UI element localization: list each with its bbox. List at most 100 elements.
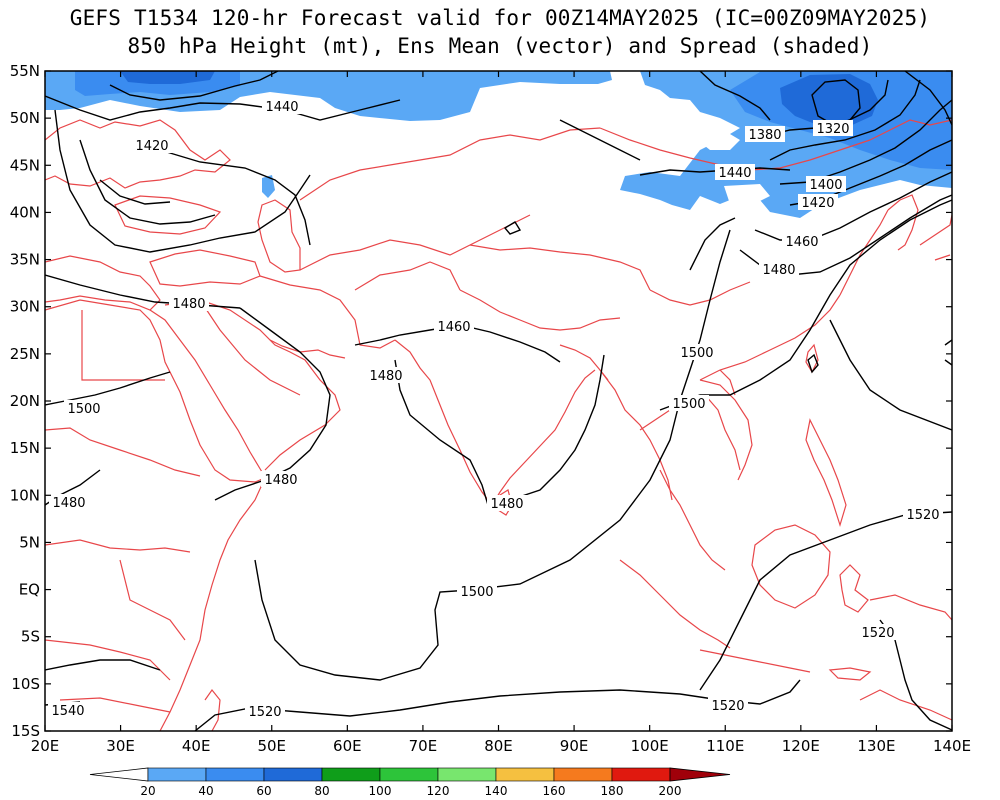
contour-label: 1480 xyxy=(490,497,523,512)
colorbar-label: 60 xyxy=(256,784,271,798)
colorbar-swatch xyxy=(495,767,555,782)
contour-label: 1500 xyxy=(672,397,705,412)
contour-label: 1520 xyxy=(861,626,894,641)
contour-labels: 1440 1420 1480 1460 1480 1500 1480 1480 … xyxy=(48,98,943,720)
contour-label: 1320 xyxy=(816,122,849,137)
coast-red-sea xyxy=(149,309,263,473)
colorbar-label: 80 xyxy=(314,784,329,798)
coast-caspian xyxy=(257,199,301,273)
border-afghan xyxy=(354,261,461,291)
lon-tick-label: 90E xyxy=(560,737,589,755)
contour-label: 1480 xyxy=(52,496,85,511)
lat-tick-label: 15N xyxy=(10,439,40,457)
coast-japan xyxy=(919,214,952,261)
coast-philippines xyxy=(805,418,847,528)
border-africa-4 xyxy=(119,559,186,641)
lat-tick-label: 40N xyxy=(10,203,40,221)
colorbar-label: 100 xyxy=(369,784,392,798)
coast-malay xyxy=(659,469,726,571)
contour-1480-india xyxy=(394,359,489,506)
colorbar-label: 200 xyxy=(659,784,682,798)
lat-tick-label: 10N xyxy=(10,486,40,504)
contour-label: 1440 xyxy=(718,166,751,181)
coast-black-sea xyxy=(114,195,222,235)
border-africa-5 xyxy=(45,639,171,681)
border-himalaya xyxy=(459,289,621,331)
coast-turkey xyxy=(149,249,261,287)
contour-label: 1480 xyxy=(762,263,795,278)
lat-tick-label: 20N xyxy=(10,392,40,410)
border-central-asia xyxy=(299,214,531,271)
colorbar-swatch xyxy=(553,767,613,782)
contour-label: 1400 xyxy=(809,178,842,193)
contour-1460-north xyxy=(159,149,311,246)
contour-1420-nw xyxy=(109,71,279,101)
coast-arabia xyxy=(164,299,341,471)
border-africa-3 xyxy=(45,539,191,553)
lat-tick-label: 55N xyxy=(10,62,40,80)
contour-label: 1480 xyxy=(369,369,402,384)
lon-tick-label: 120E xyxy=(782,737,820,755)
colorbar-swatch xyxy=(321,767,381,782)
lon-tick-label: 50E xyxy=(257,737,286,755)
spread-shade-northwest-core2 xyxy=(120,71,215,84)
colorbar-max-arrow xyxy=(669,767,731,782)
border-russia-east xyxy=(869,119,952,141)
contour-1500-west xyxy=(45,371,171,406)
lon-tick-label: 130E xyxy=(857,737,895,755)
coast-mediterranean xyxy=(45,255,161,311)
lon-tick-label: 100E xyxy=(631,737,669,755)
lat-tick-label: 10S xyxy=(11,675,40,693)
lat-tick-label: 5N xyxy=(19,533,40,551)
lon-tick-label: 30E xyxy=(106,737,135,755)
contour-label: 1520 xyxy=(711,699,744,714)
colorbar-label: 160 xyxy=(543,784,566,798)
contour-1440 xyxy=(45,95,401,121)
coast-sulawesi xyxy=(839,564,869,613)
lat-tick-label: 45N xyxy=(10,156,40,174)
coast-vietnam xyxy=(699,379,753,481)
coast-africa xyxy=(45,299,267,731)
contour-label: 1520 xyxy=(248,705,281,720)
colorbar-swatch xyxy=(147,767,207,782)
lon-tick-label: 140E xyxy=(933,737,971,755)
contour-label: 1500 xyxy=(67,402,100,417)
coast-timor xyxy=(828,667,872,681)
latitude-axis: 55N 50N 45N 40N 35N 30N 25N 20N 15N 10N 5N EQ 5S 10S 1… xyxy=(10,62,952,740)
coast-persian-gulf xyxy=(269,339,346,359)
border-kazakh xyxy=(299,127,601,201)
colorbar-swatch xyxy=(437,767,497,782)
lon-tick-label: 70E xyxy=(409,737,438,755)
lat-tick-label: 15S xyxy=(11,722,40,740)
border-china-inner xyxy=(649,281,751,306)
lat-tick-label: 30N xyxy=(10,298,40,316)
border-africa-6 xyxy=(59,697,171,713)
longitude-axis: 20E 30E 40E 50E 60E 70E 80E 90E 100E 110E 120E 130E… xyxy=(31,71,971,755)
colorbar-swatch xyxy=(263,767,323,782)
contour-label: 1480 xyxy=(264,473,297,488)
border-iran xyxy=(259,275,396,349)
spread-gap-1 xyxy=(696,128,740,150)
border-tibet xyxy=(469,244,651,291)
border-arabia xyxy=(199,299,301,396)
spread-gap-3 xyxy=(598,120,606,136)
lat-tick-label: EQ xyxy=(19,581,40,599)
contour-1500-center xyxy=(254,229,731,681)
coast-europe xyxy=(45,119,231,189)
lat-tick-label: 50N xyxy=(10,109,40,127)
contour-label: 1480 xyxy=(172,297,205,312)
coast-india-west xyxy=(394,339,493,506)
contour-label: 1520 xyxy=(906,508,939,523)
contour-small-ring-2 xyxy=(807,353,819,374)
lon-tick-label: 40E xyxy=(182,737,211,755)
lon-tick-label: 80E xyxy=(484,737,513,755)
coastlines xyxy=(45,119,952,731)
colorbar-label: 40 xyxy=(198,784,213,798)
contour-1480-arabia xyxy=(214,307,331,501)
coast-taiwan xyxy=(805,343,819,374)
lat-tick-label: 25N xyxy=(10,345,40,363)
border-africa-1 xyxy=(81,310,165,381)
coast-korea xyxy=(887,194,919,251)
contour-label: 1460 xyxy=(437,320,470,335)
colorbar-label: 140 xyxy=(485,784,508,798)
